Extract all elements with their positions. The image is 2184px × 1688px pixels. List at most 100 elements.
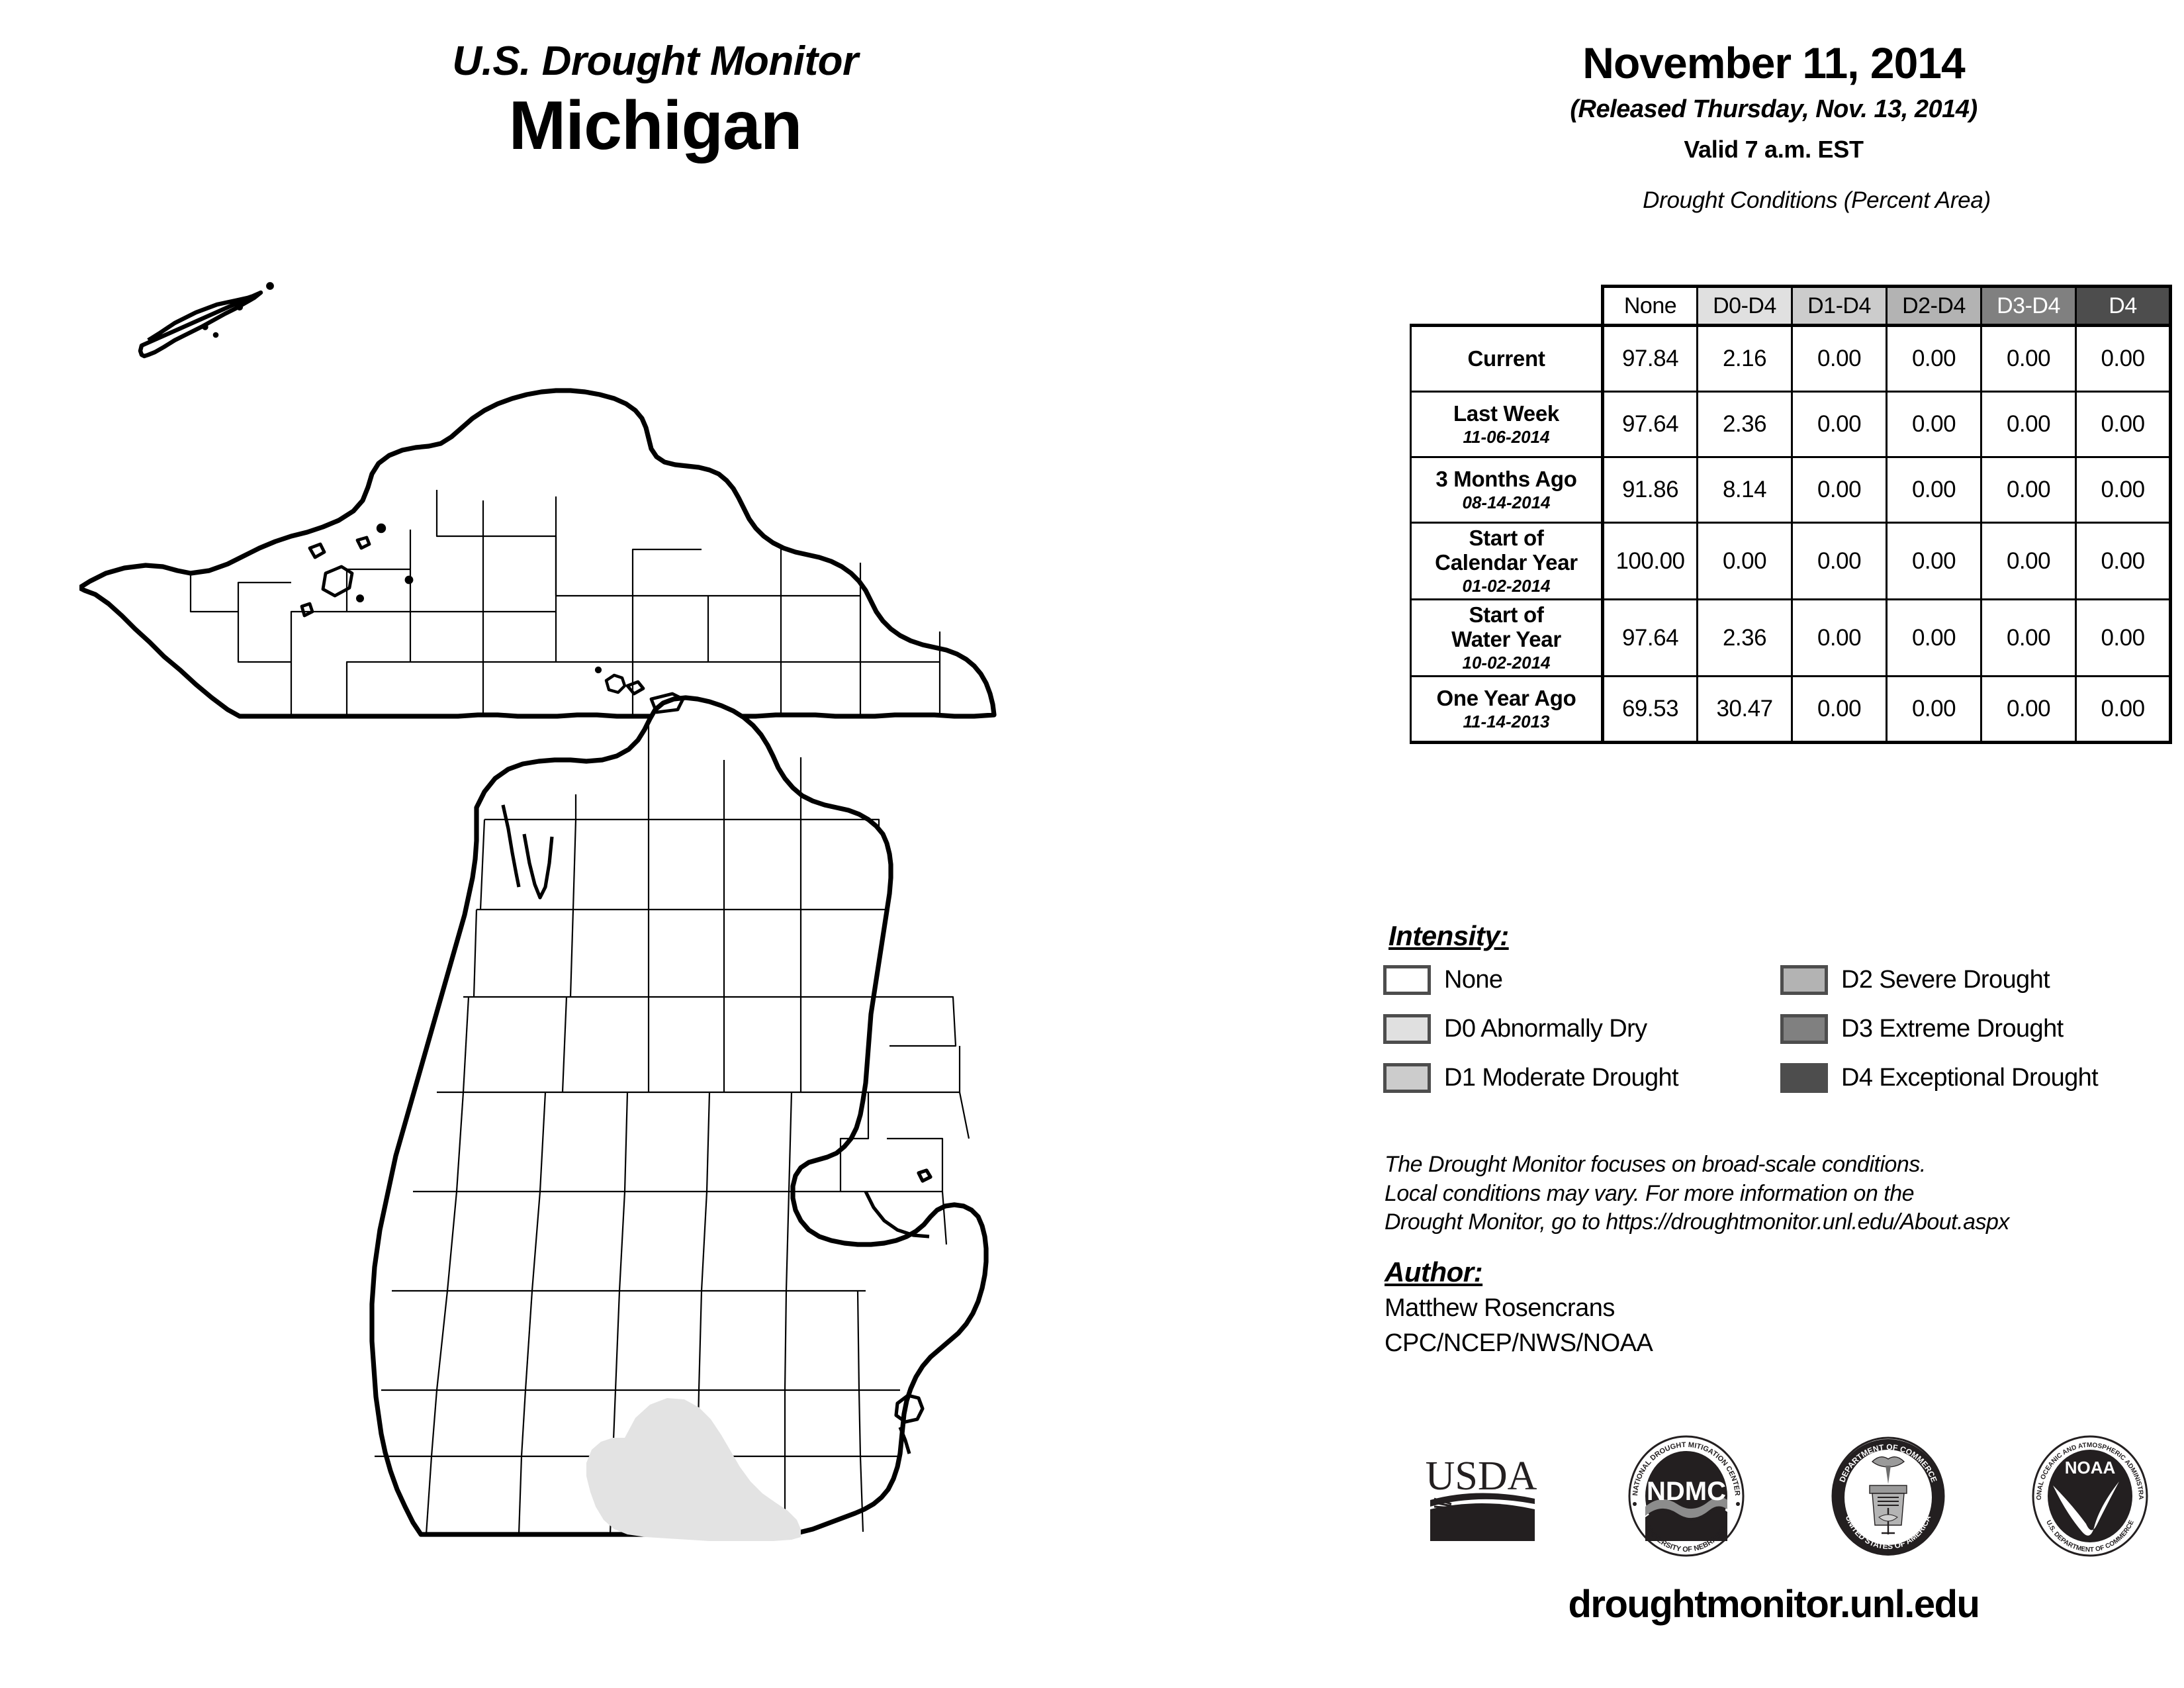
date-block: November 11, 2014 (Released Thursday, No… [1363,0,2184,164]
cell-d1-d4: 0.00 [1791,521,1888,601]
disclaimer-line-2: Local conditions may vary. For more info… [1385,1180,1915,1206]
cell-d4: 0.00 [2075,675,2172,745]
row-label-date: 10-02-2014 [1462,652,1551,673]
lake-st-clair [894,1393,925,1424]
author-org: CPC/NCEP/NWS/NOAA [1385,1329,1653,1357]
cell-d3-d4: 0.00 [1980,598,2077,678]
cell-d0-d4: 2.36 [1696,598,1793,678]
lp-county-line [889,996,957,1047]
lp-county-line [430,1389,438,1457]
lp-county-line [858,1389,862,1457]
cell-d3-d4: 0.00 [1980,324,2077,393]
disclaimer-text: The Drought Monitor focuses on broad-sca… [1385,1150,2179,1237]
legend-swatch-d2 [1780,965,1828,995]
cell-none: 97.64 [1601,598,1698,678]
svg-text:NDMC: NDMC [1647,1477,1726,1506]
col-header-d0-d4: D0-D4 [1696,285,1793,327]
usda-logo: USDA [1425,1454,1537,1541]
table-row: Current 97.84 2.16 0.00 0.00 0.00 0.00 [1410,324,2172,393]
legend-swatch-d3 [1780,1014,1828,1044]
cell-d1-d4: 0.00 [1791,391,1888,458]
lp-county-line [446,1191,458,1291]
cell-d4: 0.00 [2075,324,2172,393]
svg-text:NOAA: NOAA [2064,1458,2115,1477]
lake-michigan-islet-4 [376,523,387,534]
lp-county-line [561,996,568,1093]
lp-county-line [520,1389,527,1457]
michigan-drought-map[interactable] [79,265,1310,1642]
cell-d0-d4: 2.16 [1696,324,1793,393]
up-county-line [781,594,862,663]
row-label: 3 Months Ago 08-14-2014 [1410,456,1604,524]
cell-d1-d4: 0.00 [1791,456,1888,524]
up-county-line [237,581,291,612]
cell-d2-d4: 0.00 [1886,324,1982,393]
svg-text:USDA: USDA [1425,1454,1537,1499]
legend-item-none: None [1383,964,1780,996]
up-county-line [435,490,484,612]
cell-none: 97.64 [1601,391,1698,458]
up-county-line [189,573,293,716]
row-label: Last Week 11-06-2014 [1410,391,1604,458]
cell-none: 91.86 [1601,456,1698,524]
legend-label-d4: D4 Exceptional Drought [1841,1064,2099,1092]
legend-label-d0: D0 Abnormally Dry [1444,1015,1647,1043]
lp-county-line [572,819,577,910]
lp-county-line [883,1091,970,1139]
department-of-commerce-logo: DEPARTMENT OF COMMERCE UNITED STATES OF … [1831,1436,1944,1556]
lp-county-line [425,1456,433,1535]
row-label: Start of Calendar Year 01-02-2014 [1410,521,1604,601]
cell-d4: 0.00 [2075,598,2172,678]
row-label: Current [1410,324,1604,393]
row-label-date: 11-14-2013 [1463,711,1550,731]
isle-royale-islet-3 [202,324,208,330]
drought-monitor-title: U.S. Drought Monitor [452,38,858,84]
legend-swatch-d1 [1383,1063,1431,1093]
table-row: Start of Water Year 10-02-2014 97.64 2.36 0.0… [1410,598,2172,678]
agency-logos: USDA NDMC NATIONAL DROUGHT MITIGATION CE… [1377,1430,2184,1562]
row-label-date: 08-14-2014 [1462,492,1551,512]
map-svg [79,282,997,1541]
cell-d0-d4: 30.47 [1696,675,1793,745]
table-row: One Year Ago 11-14-2013 69.53 30.47 0.00 0.00… [1410,675,2172,745]
cell-d3-d4: 0.00 [1980,675,2077,745]
cell-none: 69.53 [1601,675,1698,745]
cell-d2-d4: 0.00 [1886,521,1982,601]
legend-label-d1: D1 Moderate Drought [1444,1064,1679,1092]
lp-county-line [618,1191,626,1291]
drought-conditions-table: None D0-D4 D1-D4 D2-D4 D3-D4 D4 Current 9… [1410,285,2172,745]
up-county-line [631,548,702,596]
row-label-date: 01-02-2014 [1462,575,1551,596]
isle-royale [138,290,263,359]
intensity-legend: Intensity: None D2 Severe Drought D0 Abn… [1383,920,2184,1094]
up-islet [594,666,602,674]
author-title: Author: [1385,1256,1483,1288]
cell-d3-d4: 0.00 [1980,521,2077,601]
lake-michigan-islet-5 [404,575,414,585]
lp-county-line [785,1191,790,1291]
legend-swatch-d4 [1780,1063,1828,1093]
legend-swatch-d0 [1383,1014,1431,1044]
lake-michigan-islet-3 [300,602,314,618]
lp-county-line [887,1137,944,1192]
cell-d4: 0.00 [2075,456,2172,524]
valid-date: November 11, 2014 [1582,38,1965,87]
lp-county-line [473,909,478,998]
up-county-line [633,594,709,663]
cell-d2-d4: 0.00 [1886,391,1982,458]
detroit-river [898,1427,911,1454]
author-name: Matthew Rosencrans [1385,1294,1615,1322]
col-header-d1-d4: D1-D4 [1791,285,1888,327]
table-caption: Drought Conditions (Percent Area) [1643,187,1991,213]
leelanau-peninsula [501,804,521,888]
table-corner-cell [1411,287,1603,326]
footer-url[interactable]: droughtmonitor.unl.edu [1568,1583,1980,1626]
state-title: Michigan [508,87,803,165]
table-row: Start of Calendar Year 01-02-2014 100.00 0.0… [1410,521,2172,601]
table-body: Current 97.84 2.16 0.00 0.00 0.00 0.00 Last Wee… [1410,324,2172,745]
bois-blanc-island [649,692,685,714]
lp-county-line [435,1290,449,1391]
d0-drought-area [586,1398,801,1541]
legend-label-d3: D3 Extreme Drought [1841,1015,2064,1043]
cell-d1-d4: 0.00 [1791,598,1888,678]
